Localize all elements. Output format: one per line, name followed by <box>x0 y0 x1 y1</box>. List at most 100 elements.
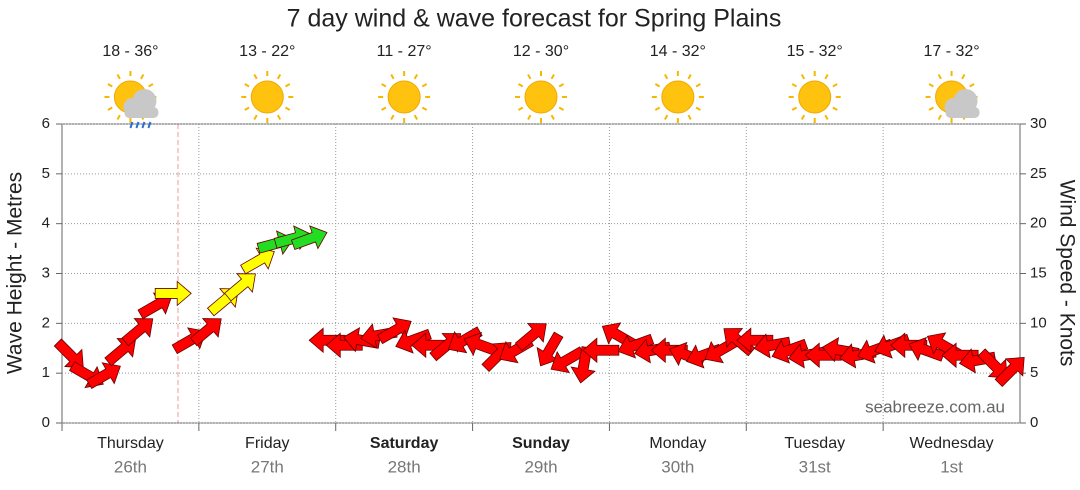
sun-ray <box>550 73 555 80</box>
wind-arrow <box>154 280 192 307</box>
sun-ray <box>663 114 669 121</box>
day-name: Saturday <box>370 435 439 452</box>
chart-title: 7 day wind & wave forecast for Spring Pl… <box>287 5 782 33</box>
wind-arrow <box>224 273 256 302</box>
sun-ray <box>413 73 419 80</box>
sun-ray <box>961 73 966 80</box>
sun-ray <box>832 106 838 111</box>
sun-ray <box>832 83 838 88</box>
wind-arrow <box>86 362 121 390</box>
wind-arrow <box>308 327 346 354</box>
cloud <box>123 89 159 129</box>
wind-arrow <box>941 342 979 369</box>
sun-ray <box>695 106 701 111</box>
sun-ray <box>140 73 145 80</box>
y-axis-label: Wave Height - Metres <box>4 172 27 374</box>
day-date: 28th <box>388 457 421 476</box>
y-tick-label: 2 <box>42 314 50 331</box>
wind-arrow <box>736 327 774 354</box>
day-name: Monday <box>649 435 706 452</box>
day-date: 27th <box>251 457 284 476</box>
wind-arrow <box>376 317 412 345</box>
cloud <box>944 89 980 118</box>
day-date: 29th <box>524 457 557 476</box>
y2-tick-label: 10 <box>1030 314 1047 331</box>
y-tick-label: 1 <box>42 364 50 381</box>
sun-ray <box>421 106 428 111</box>
y2-tick-label: 25 <box>1030 165 1047 182</box>
y-tick-label: 4 <box>42 215 50 232</box>
cloud-part <box>124 107 159 118</box>
sun-ray <box>527 114 532 121</box>
sun-ray <box>558 106 565 111</box>
sun-ray <box>687 73 692 80</box>
y2-tick-label: 30 <box>1030 115 1047 132</box>
day-date: 31st <box>799 457 831 476</box>
weather-icon <box>241 71 294 123</box>
wind-arrow <box>411 332 449 359</box>
day-name: Tuesday <box>784 435 845 452</box>
sun-ray <box>550 114 555 121</box>
sun-ray <box>517 83 524 88</box>
wind-arrow <box>536 331 564 367</box>
sun-ray <box>148 83 154 88</box>
wind-arrow <box>290 225 328 250</box>
day-name: Wednesday <box>909 435 993 452</box>
sun-ray <box>244 106 250 111</box>
wind-arrow <box>514 323 547 352</box>
sun-ray <box>937 73 942 80</box>
wind-arrow <box>582 337 620 364</box>
y-tick-label: 6 <box>42 115 50 132</box>
sun-ray <box>687 114 692 121</box>
wind-arrow <box>994 357 1025 388</box>
sun-ray <box>928 106 934 111</box>
sun-ray <box>107 83 113 88</box>
sun-ray <box>695 83 701 88</box>
plot-frame <box>61 123 1021 424</box>
sun <box>798 80 832 114</box>
wind-arrow <box>550 346 586 374</box>
sun <box>250 80 284 114</box>
sun-ray <box>253 114 258 121</box>
y2-tick-label: 5 <box>1030 364 1038 381</box>
wind-arrow <box>908 336 946 362</box>
cloud-part <box>945 107 980 118</box>
sun-ray <box>421 83 428 88</box>
day-temp: 18 - 36° <box>102 43 158 60</box>
day-temp: 13 - 22° <box>239 43 295 60</box>
sun-ray <box>253 73 258 80</box>
sun <box>661 80 695 114</box>
weather-icon <box>378 71 431 123</box>
sun-ray <box>390 114 395 121</box>
day-name: Friday <box>245 435 289 452</box>
sun <box>387 80 421 114</box>
y2-tick-label: 0 <box>1030 414 1038 431</box>
weather-icon <box>788 71 841 123</box>
day-temp: 17 - 32° <box>923 43 979 60</box>
sun-ray <box>663 73 669 80</box>
weather-icon <box>515 71 567 123</box>
sun-ray <box>413 114 419 121</box>
sun-ray <box>116 114 121 121</box>
sun-ray <box>276 114 282 121</box>
sun-ray <box>654 106 661 111</box>
sun-ray <box>284 83 291 88</box>
y-tick-label: 0 <box>42 414 50 431</box>
sun-ray <box>800 114 806 121</box>
sun-ray <box>276 73 282 80</box>
rain-drop <box>147 121 152 129</box>
day-temp: 14 - 32° <box>650 43 706 60</box>
wind-arrow <box>240 247 275 275</box>
weather-icon <box>104 71 159 129</box>
day-temp: 12 - 30° <box>513 43 569 60</box>
weather-icon <box>925 71 980 123</box>
wind-arrow <box>121 318 154 347</box>
sun-ray <box>654 83 661 88</box>
y-tick-label: 5 <box>42 165 50 182</box>
wind-arrow <box>395 328 432 354</box>
day-date: 1st <box>940 457 963 476</box>
sun-ray <box>116 73 121 80</box>
sun-ray <box>824 114 829 121</box>
sun-ray <box>527 73 532 80</box>
